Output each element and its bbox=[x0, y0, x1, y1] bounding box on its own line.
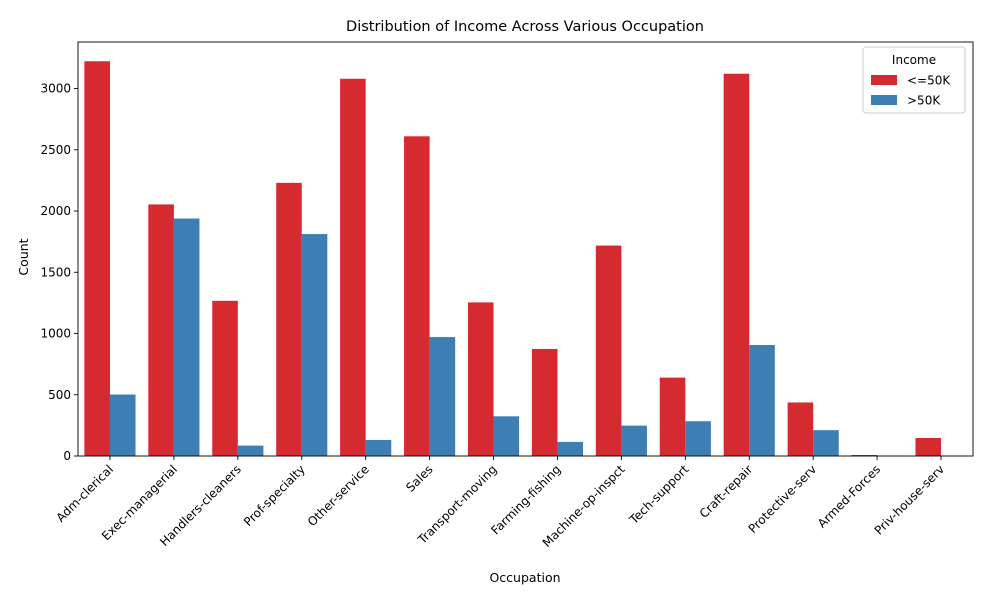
chart-title: Distribution of Income Across Various Oc… bbox=[346, 19, 704, 35]
x-tick-label: Other-service bbox=[305, 462, 372, 529]
bar-le50k-5 bbox=[404, 136, 430, 456]
bar-gt50k-2 bbox=[237, 445, 264, 456]
bar-le50k-2 bbox=[212, 300, 238, 456]
x-axis-label: Occupation bbox=[489, 570, 560, 585]
legend-label: >50K bbox=[907, 94, 941, 108]
bar-le50k-11 bbox=[787, 402, 814, 456]
legend-swatch bbox=[871, 95, 897, 105]
bar-gt50k-4 bbox=[365, 439, 392, 456]
bar-gt50k-9 bbox=[685, 421, 711, 456]
bar-le50k-12 bbox=[851, 455, 878, 456]
x-tick-label: Craft-repair bbox=[697, 462, 756, 521]
x-tick-label: Prof-specialty bbox=[241, 462, 308, 529]
plot-frame bbox=[77, 41, 974, 457]
y-axis-label: Count bbox=[16, 238, 31, 275]
legend-title: Income bbox=[892, 53, 936, 67]
bar-le50k-13 bbox=[915, 437, 942, 456]
y-tick-label: 2500 bbox=[40, 143, 71, 157]
legend-label: <=50K bbox=[907, 74, 951, 88]
y-tick-label: 1500 bbox=[40, 265, 71, 279]
x-tick-label: Priv-house-serv bbox=[872, 462, 947, 537]
bar-le50k-7 bbox=[531, 348, 558, 456]
bars-layer bbox=[84, 61, 967, 457]
y-tick-label: 2000 bbox=[40, 204, 71, 218]
bar-le50k-9 bbox=[659, 377, 686, 456]
bar-gt50k-11 bbox=[813, 430, 839, 456]
x-tick-label: Tech-support bbox=[626, 462, 691, 527]
bar-gt50k-6 bbox=[493, 416, 520, 456]
bar-le50k-1 bbox=[148, 204, 174, 456]
bar-le50k-4 bbox=[340, 78, 366, 456]
bar-gt50k-0 bbox=[109, 394, 136, 456]
bar-le50k-3 bbox=[276, 182, 302, 457]
legend: Income <=50K >50K bbox=[862, 46, 966, 114]
y-tick-label: 0 bbox=[63, 449, 71, 463]
bar-gt50k-3 bbox=[301, 234, 328, 456]
bar-le50k-0 bbox=[84, 61, 110, 456]
bar-le50k-8 bbox=[595, 245, 622, 456]
y-tick-label: 3000 bbox=[40, 82, 71, 96]
bar-gt50k-5 bbox=[429, 337, 456, 456]
legend-swatch bbox=[871, 75, 897, 85]
bar-gt50k-7 bbox=[557, 441, 584, 456]
bar-gt50k-10 bbox=[749, 345, 775, 456]
bar-le50k-10 bbox=[723, 73, 750, 456]
bar-gt50k-8 bbox=[621, 425, 647, 456]
y-tick-label: 500 bbox=[48, 388, 71, 402]
x-tick-label: Protective-serv bbox=[746, 462, 820, 536]
x-tick-label: Sales bbox=[403, 462, 435, 494]
x-tick-label: Armed-Forces bbox=[815, 462, 883, 530]
y-tick-label: 1000 bbox=[40, 327, 71, 341]
bar-le50k-6 bbox=[467, 302, 494, 456]
bar-gt50k-1 bbox=[173, 218, 200, 456]
x-tick-label: Adm-clerical bbox=[53, 462, 116, 525]
